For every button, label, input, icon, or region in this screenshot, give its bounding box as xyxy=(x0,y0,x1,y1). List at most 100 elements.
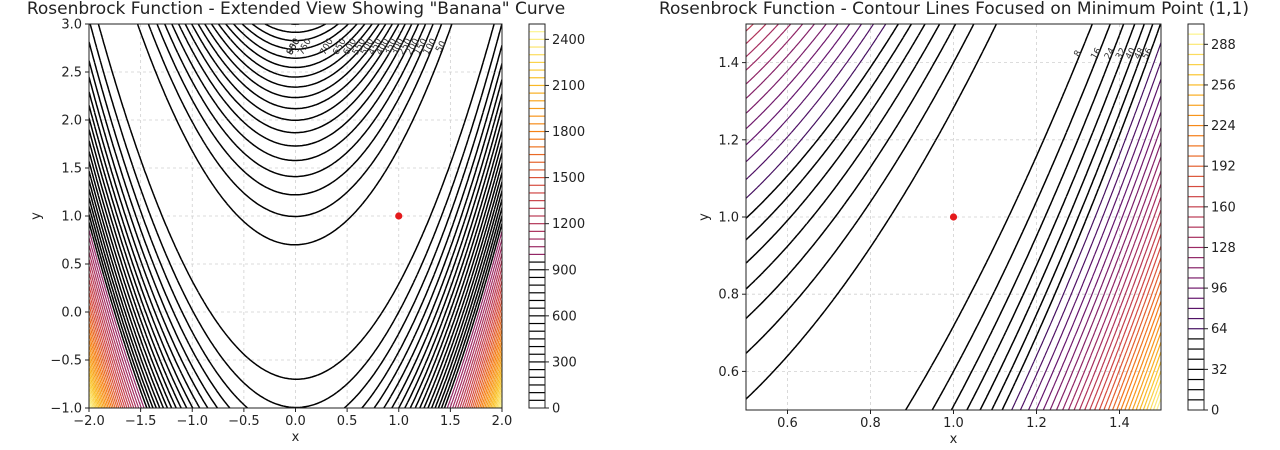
contour-level-1600 xyxy=(89,310,502,408)
contour-level-1650 xyxy=(89,316,502,408)
x-tick-label: −1.0 xyxy=(176,414,208,429)
x-tick-label: 0.0 xyxy=(285,414,306,429)
y-tick-label: 0.5 xyxy=(61,258,82,273)
contour-level-150 xyxy=(89,24,502,408)
contour-label: 32 xyxy=(1114,46,1128,61)
chart-title: Rosenbrock Function - Extended View Show… xyxy=(27,0,565,19)
contour-level-272 xyxy=(1146,370,1161,410)
x-tick-label: 1.0 xyxy=(943,416,964,431)
x-tick-label: 0.5 xyxy=(337,414,358,429)
contour-level-144 xyxy=(746,24,1161,410)
contour-level-184 xyxy=(1103,257,1161,410)
contour-label: 56 xyxy=(1141,46,1156,61)
contour-level-700 xyxy=(89,24,502,408)
y-tick-label: 2.0 xyxy=(61,114,82,129)
contour-level-208 xyxy=(1116,290,1161,410)
colorbar-tick-label: 64 xyxy=(1211,322,1228,337)
contour-labels: 5010015020025030035040045050055060065070… xyxy=(285,37,449,57)
y-axis-label: y xyxy=(697,213,712,221)
contour-level-800 xyxy=(89,24,502,408)
contour-level-64 xyxy=(746,24,1161,410)
y-tick-label: 0.0 xyxy=(61,306,82,321)
ticks: 0.6 0.8 1.0 1.2 1.4 0.6 0.8 1.0 1.2 1.4 xyxy=(718,56,1130,431)
y-tick-label: −1.0 xyxy=(50,402,82,417)
y-tick-label: −0.5 xyxy=(50,354,82,369)
colorbar-tick-label: 96 xyxy=(1211,282,1228,297)
contour-level-88 xyxy=(746,24,1161,410)
colorbar-tick-label: 300 xyxy=(552,355,577,370)
contour-level-1900 xyxy=(89,345,502,408)
y-tick-label: 1.0 xyxy=(718,211,739,226)
colorbar-tick-label: 1200 xyxy=(552,217,585,232)
colorbar: 0 300 600 900 1200 1500 1800 2100 2400 xyxy=(528,23,585,417)
contour-level-950 xyxy=(89,222,502,408)
contour-level-1050 xyxy=(89,237,502,408)
contour-level-160 xyxy=(1089,222,1161,410)
contour-level-250 xyxy=(89,24,502,408)
contour-level-50 xyxy=(97,24,495,380)
contour-level-200 xyxy=(89,24,502,408)
y-tick-label: 1.5 xyxy=(61,162,82,177)
contour-level-2200 xyxy=(89,377,502,408)
y-tick-label: 1.0 xyxy=(61,210,82,225)
colorbar-tick-label: 192 xyxy=(1211,160,1236,175)
contour-label: 16 xyxy=(1089,46,1104,61)
contour-level-900 xyxy=(89,24,502,408)
ticks: −2.0 −1.5 −1.0 −0.5 0.0 0.5 1.0 1.5 2.0 −1.0 −0.5 0… xyxy=(50,18,512,430)
contour-level-24 xyxy=(746,24,1125,410)
contour-level-1200 xyxy=(89,259,502,408)
contour-level-136 xyxy=(746,24,1161,410)
chart-title: Rosenbrock Function - Contour Lines Focu… xyxy=(659,0,1249,19)
x-axis-label: x xyxy=(292,430,300,445)
contour-level-1850 xyxy=(89,339,502,408)
y-axis-label: y xyxy=(29,212,44,220)
contour-level-264 xyxy=(1142,361,1161,410)
x-tick-label: −2.0 xyxy=(73,414,105,429)
contour-level-1750 xyxy=(89,328,502,408)
x-tick-label: −0.5 xyxy=(228,414,260,429)
contour-level-550 xyxy=(89,24,502,408)
contour-level-1450 xyxy=(89,292,502,408)
contour-level-152 xyxy=(746,24,1161,410)
colorbar-tick-label: 0 xyxy=(1211,404,1219,419)
contour-level-104 xyxy=(746,24,1161,410)
colorbar: 0 32 64 96 128 160 192 224 256 288 xyxy=(1187,23,1236,419)
x-tick-label: 1.4 xyxy=(1109,416,1130,431)
contour-level-1500 xyxy=(89,298,502,408)
chart-2: Rosenbrock Function - Contour Lines Focu… xyxy=(659,0,1249,447)
x-tick-label: 1.5 xyxy=(440,414,461,429)
contour-level-200 xyxy=(1112,279,1161,410)
y-tick-label: 1.2 xyxy=(718,133,739,148)
contour-level-120 xyxy=(746,24,1161,410)
contour-level-48 xyxy=(746,24,1154,410)
minimum-point-marker xyxy=(949,213,958,221)
colorbar-tick-label: 1500 xyxy=(552,171,585,186)
contour-level-500 xyxy=(89,24,502,408)
contour-level-1250 xyxy=(89,266,502,408)
x-tick-label: 0.8 xyxy=(860,416,881,431)
contour-level-288 xyxy=(1152,389,1161,410)
y-tick-label: 1.4 xyxy=(718,56,739,71)
contour-level-1350 xyxy=(89,279,502,408)
contour-level-1300 xyxy=(89,272,502,408)
x-tick-label: 0.6 xyxy=(777,416,798,431)
contour-level-40 xyxy=(746,24,1145,410)
colorbar-tick-label: 256 xyxy=(1211,78,1236,93)
x-tick-label: 1.2 xyxy=(1026,416,1047,431)
contour-level-32 xyxy=(746,24,1136,410)
contour-level-280 xyxy=(1149,379,1161,410)
colorbar-tick-label: 32 xyxy=(1211,363,1228,378)
colorbar-tick-label: 160 xyxy=(1211,200,1236,215)
colorbar-tick-label: 288 xyxy=(1211,38,1236,53)
contour-level-2000 xyxy=(89,356,502,408)
y-tick-label: 0.6 xyxy=(718,365,739,380)
colorbar-tick-label: 2400 xyxy=(552,33,585,48)
contour-level-300 xyxy=(89,24,502,408)
contour-level-1700 xyxy=(89,322,502,408)
contour-level-1950 xyxy=(89,350,502,408)
contour-level-8 xyxy=(746,24,1093,410)
colorbar-tick-label: 600 xyxy=(552,309,577,324)
colorbar-tick-label: 2100 xyxy=(552,79,585,94)
contour-level-192 xyxy=(1107,268,1161,410)
